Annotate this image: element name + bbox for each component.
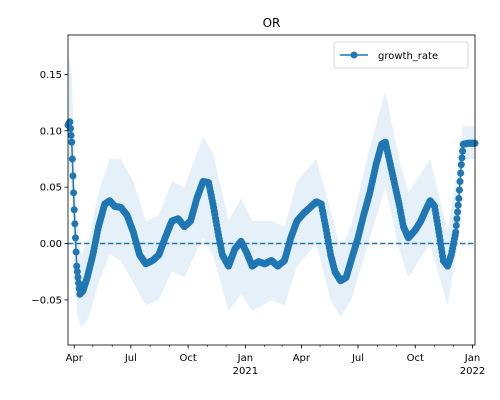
growth-rate-point (73, 268, 81, 276)
growth-rate-point (454, 201, 462, 209)
growth-rate-point (71, 234, 79, 242)
growth-rate-point (452, 222, 460, 230)
growth-rate-point (75, 279, 83, 287)
legend-marker (350, 51, 358, 59)
growth-rate-point (70, 189, 78, 197)
growth-rate-point (71, 220, 79, 228)
growth-rate-point (452, 228, 460, 236)
x-tick-year-label: 2022 (460, 366, 485, 377)
growth-rate-point (457, 169, 465, 177)
growth-rate-point (458, 154, 466, 162)
legend-box (333, 41, 469, 69)
x-tick-label: Oct (407, 353, 424, 364)
growth-rate-point (73, 262, 81, 270)
x-tick-label: Jan (464, 353, 480, 364)
growth-rate-point (457, 161, 465, 169)
plot-area: −0.05 0.00 0.05 0.10 0.15 Apr Jul Oct Jan 2021 Apr… (31, 34, 485, 377)
x-tick-label: Apr (293, 353, 311, 364)
x-tick-label: Jan (237, 353, 253, 364)
y-tick-label: 0.10 (40, 126, 62, 137)
growth-rate-point (68, 138, 76, 146)
growth-rate-point (66, 118, 74, 126)
growth-rate-point (459, 147, 467, 155)
y-tick-label: 0.05 (40, 183, 62, 194)
growth-rate-point (454, 208, 462, 216)
y-tick-label: 0.00 (40, 239, 62, 250)
chart-title: OR (263, 16, 281, 30)
growth-rate-point (456, 178, 464, 186)
growth-rate-point (453, 215, 461, 223)
y-tick-label: −0.05 (31, 295, 62, 306)
growth-rate-point (455, 194, 463, 202)
confidence-band (68, 51, 475, 329)
x-tick-label: Apr (66, 353, 84, 364)
growth-rate-point (72, 248, 80, 256)
x-tick-label: Jul (351, 353, 364, 364)
growth-rate-point (69, 172, 77, 180)
x-tick-label: Oct (179, 353, 196, 364)
plot-frame (67, 34, 476, 346)
x-tick-year-label: 2021 (233, 366, 258, 377)
growth-rate-point (70, 206, 78, 214)
growth-rate-point (74, 273, 82, 281)
growth-rate-point (66, 125, 74, 133)
growth-rate-point (68, 155, 76, 163)
x-tick-label: Jul (124, 353, 137, 364)
y-tick-label: 0.15 (40, 70, 62, 81)
growth-rate-point (455, 186, 463, 194)
legend-label: growth_rate (378, 51, 438, 62)
growth-rate-point (67, 131, 75, 139)
